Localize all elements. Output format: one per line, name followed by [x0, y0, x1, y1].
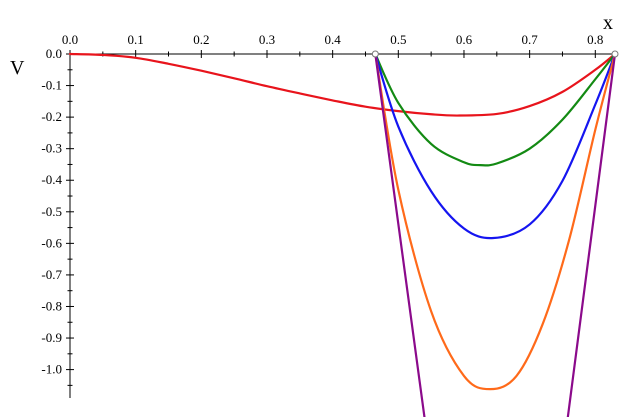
y-tick-label: -0.9 — [41, 330, 62, 345]
y-tick-label: -0.6 — [41, 235, 62, 250]
series-line — [68, 52, 617, 117]
endpoint-marker — [371, 50, 379, 58]
y-tick-label: -0.5 — [41, 204, 62, 219]
x-tick-label: 0.0 — [62, 32, 78, 47]
y-tick-label: -0.4 — [41, 172, 62, 187]
y-tick-label: -1.0 — [41, 362, 62, 377]
x-tick-label: 0.5 — [390, 32, 406, 47]
series-line — [374, 52, 617, 240]
y-tick-label: 0.0 — [46, 46, 62, 61]
x-tick-label: 0.6 — [456, 32, 473, 47]
y-tick-label: -0.2 — [41, 109, 62, 124]
series-lines — [68, 52, 617, 417]
x-tick-label: 0.2 — [193, 32, 209, 47]
endpoint-markers — [371, 50, 619, 58]
x-tick-label: 0.7 — [522, 32, 539, 47]
series-line — [374, 52, 617, 417]
series-line — [374, 52, 617, 167]
y-tick-label: -0.7 — [41, 267, 62, 282]
series-line — [374, 52, 617, 391]
x-tick-label: 0.1 — [128, 32, 144, 47]
x-axis-ticks: 0.0 0.1 0.2 0.3 0.4 0.5 0.6 0.7 0.8 — [62, 32, 603, 58]
x-tick-label: 0.8 — [587, 32, 603, 47]
x-axis-title: x — [603, 12, 613, 34]
x-tick-label: 0.3 — [259, 32, 275, 47]
y-axis-ticks: 0.0 -0.1 -0.2 -0.3 -0.4 -0.5 -0.6 -0.7 -0.8 -0.9 -… — [41, 46, 74, 386]
y-axis-title: V — [10, 57, 25, 79]
y-tick-label: -0.1 — [41, 78, 62, 93]
x-tick-label: 0.4 — [325, 32, 342, 47]
y-tick-label: -0.8 — [41, 298, 62, 313]
y-tick-label: -0.3 — [41, 141, 62, 156]
endpoint-marker — [611, 50, 619, 58]
